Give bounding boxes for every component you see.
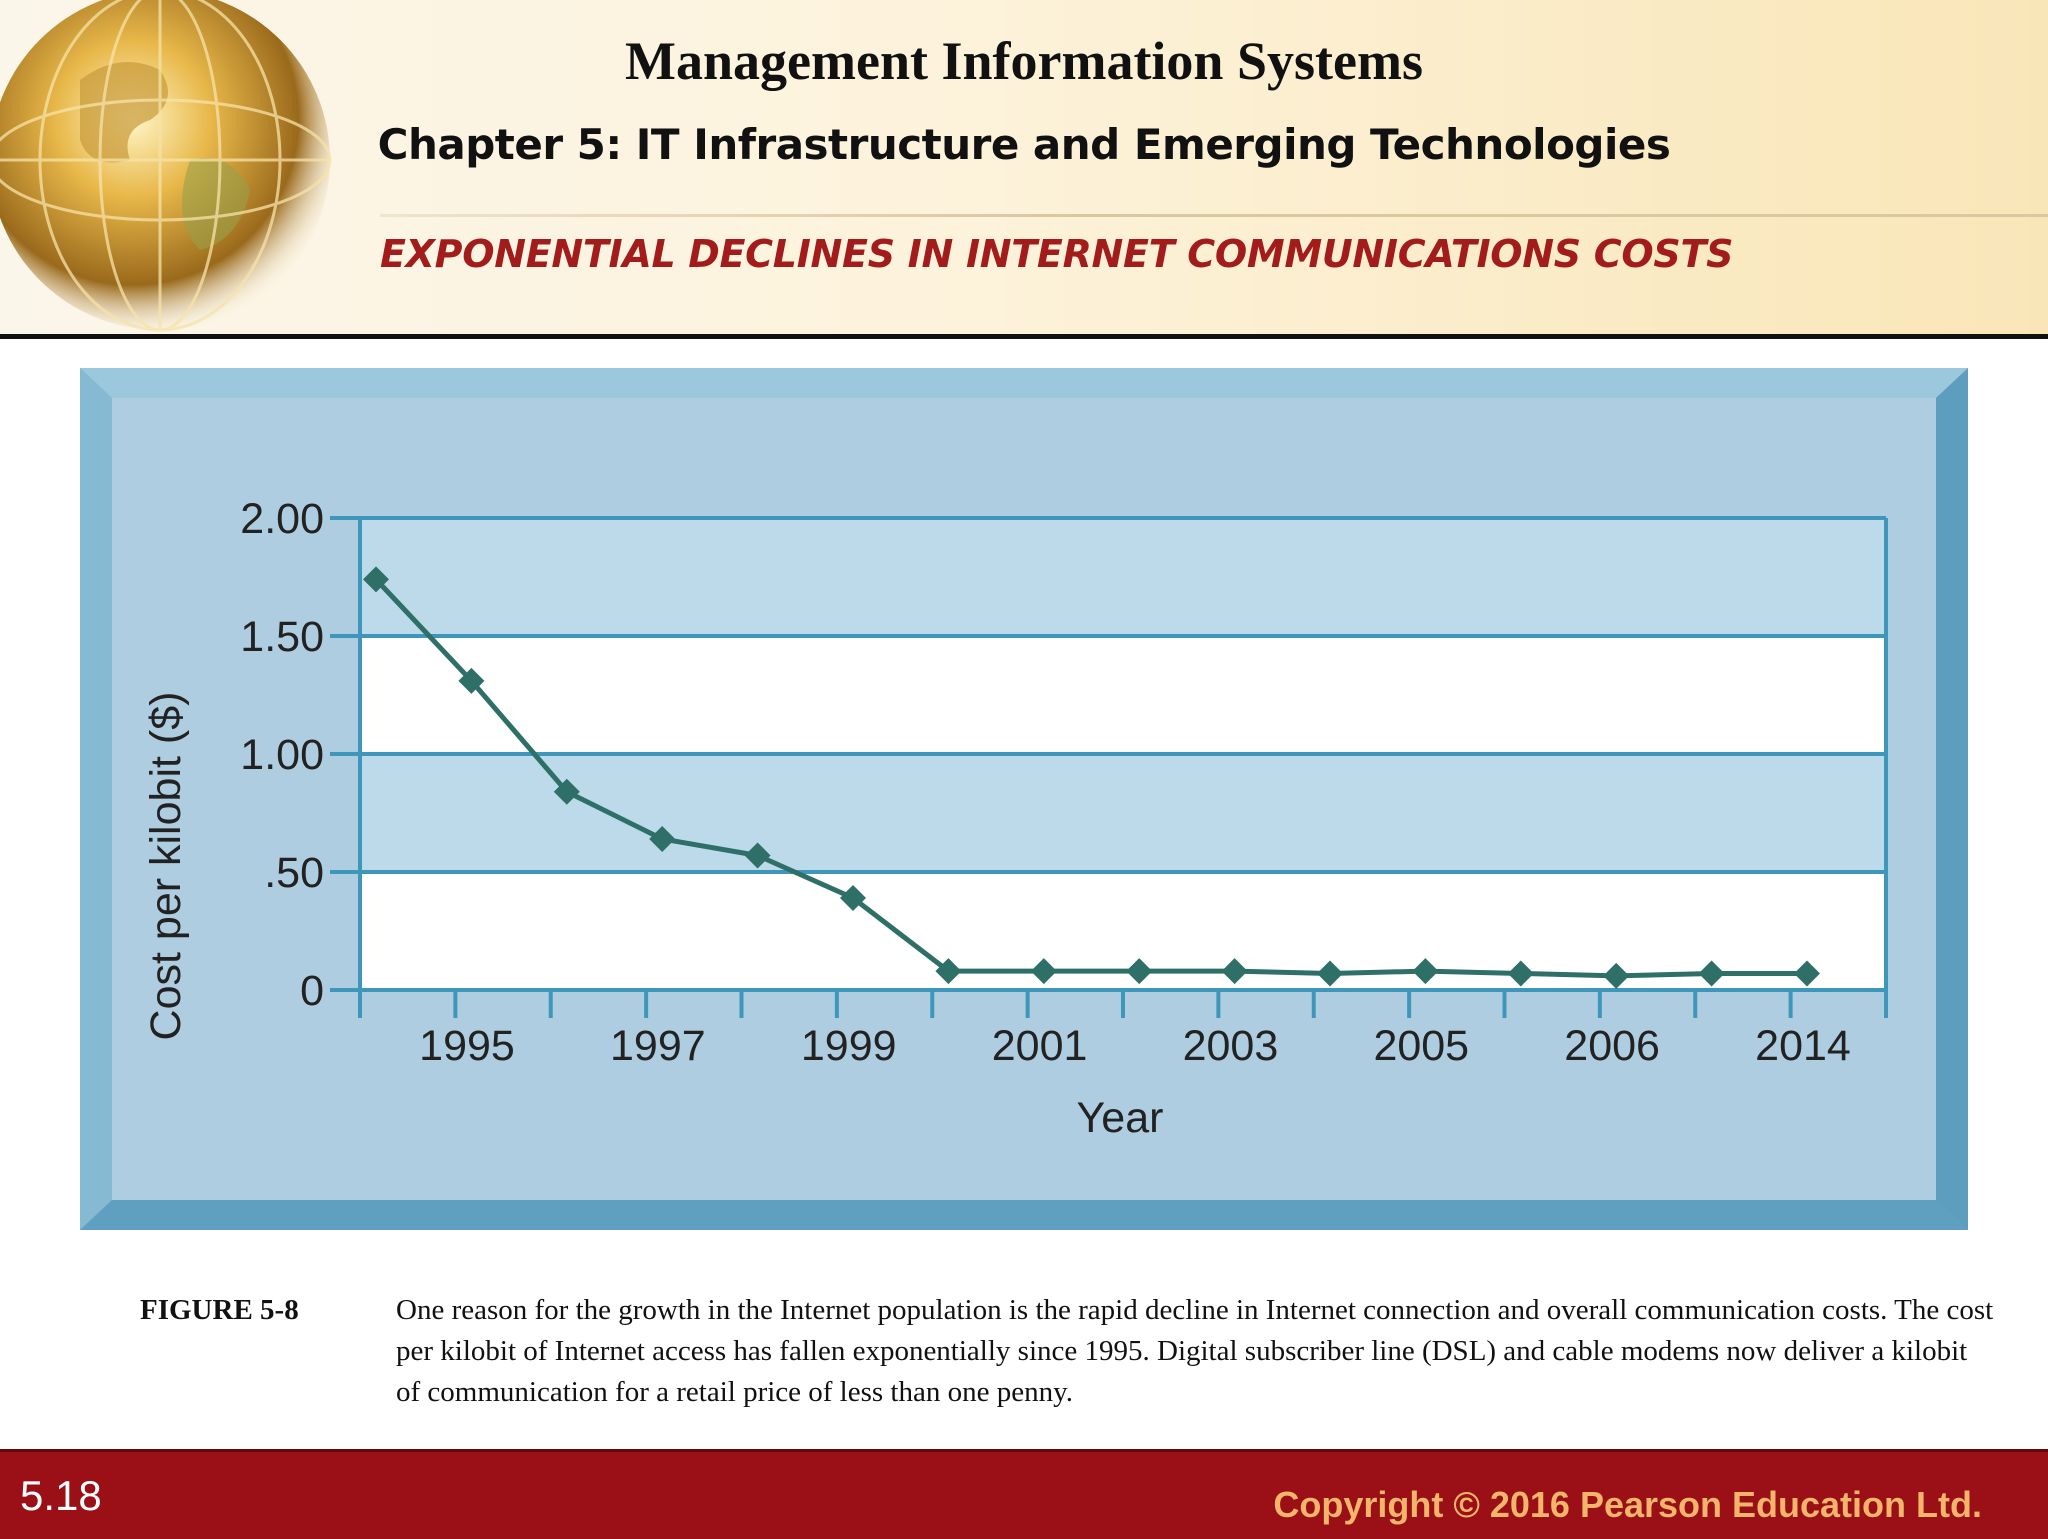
figure-caption: One reason for the growth in the Interne… [396, 1294, 1994, 1408]
frame-bevel-bottom [80, 1200, 1968, 1230]
data-point [1794, 960, 1820, 987]
slide-footer: 5.18 Copyright © 2016 Pearson Education … [0, 1449, 2048, 1539]
y-axis-label: Cost per kilobit ($) [142, 692, 190, 1041]
data-point [649, 825, 676, 852]
book-title: Management Information Systems [625, 31, 1423, 91]
header-divider [380, 214, 2048, 217]
x-tick-label: 2001 [992, 1022, 1088, 1070]
x-tick-label: 2003 [1183, 1022, 1279, 1070]
data-point [363, 566, 389, 593]
data-point [1030, 958, 1057, 985]
chart-frame: 0 .50 1.00 1.50 2.00 1995 1997 1999 2001 2003 2005… [80, 368, 1968, 1230]
data-point [935, 958, 962, 985]
copyright-notice: Copyright © 2016 Pearson Education Ltd. [1273, 1484, 1982, 1525]
plot-band [360, 754, 1886, 872]
slide-header: Management Information Systems Chapter 5… [0, 0, 2048, 334]
x-tick-label: 1999 [801, 1022, 897, 1070]
x-tick-label: 2005 [1373, 1022, 1469, 1070]
data-point [1126, 958, 1153, 985]
data-point [840, 884, 866, 911]
header-bottom-rule [0, 334, 2048, 339]
plot-band [360, 636, 1886, 754]
data-point [744, 842, 771, 869]
y-tick-label: 1.50 [240, 613, 324, 661]
frame-bevel-right [1936, 368, 1968, 1230]
frame-bevel-left [80, 368, 112, 1230]
globe-icon [0, 0, 332, 332]
y-tick-label: 1.00 [240, 731, 324, 779]
data-point [553, 778, 580, 805]
x-tick-label: 2014 [1755, 1022, 1851, 1070]
x-tick-label: 1997 [610, 1022, 706, 1070]
data-point [458, 667, 485, 694]
data-point [1317, 960, 1343, 987]
x-axis-label: Year [1077, 1094, 1164, 1142]
slide-title: EXPONENTIAL DECLINES IN INTERNET COMMUNI… [380, 232, 1734, 276]
series-line [374, 577, 1807, 979]
y-tick-label: 0 [300, 967, 324, 1015]
data-point [1603, 962, 1630, 989]
line-chart: 0 .50 1.00 1.50 2.00 1995 1997 1999 2001 2003 2005… [80, 368, 1968, 1230]
plot-band [360, 518, 1886, 636]
data-point [1698, 960, 1725, 987]
y-tick-label: 2.00 [240, 495, 324, 543]
figure-label: FIGURE 5-8 [140, 1294, 299, 1326]
data-point [1412, 958, 1439, 985]
y-tick-label: .50 [264, 849, 324, 897]
x-tick-label: 1995 [419, 1022, 515, 1070]
frame-bevel-top [80, 368, 1968, 398]
x-tick-label: 2006 [1564, 1022, 1660, 1070]
chapter-title: Chapter 5: IT Infrastructure and Emergin… [377, 120, 1671, 169]
data-point [1507, 960, 1534, 987]
slide-number: 5.18 [20, 1472, 102, 1519]
data-point [1221, 958, 1248, 985]
